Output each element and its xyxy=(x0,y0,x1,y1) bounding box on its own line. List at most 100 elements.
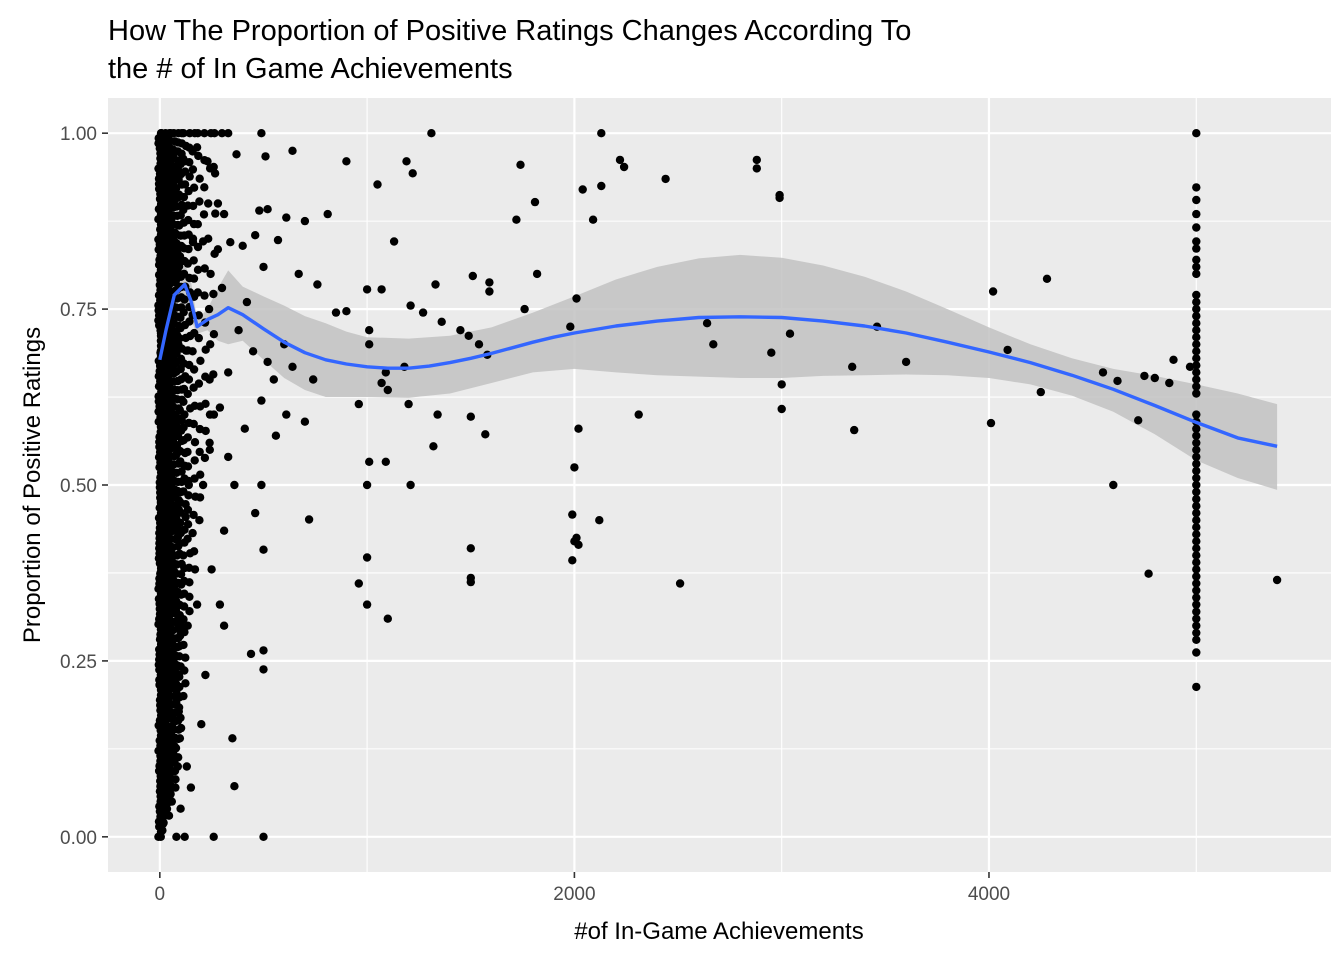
data-point xyxy=(568,556,577,565)
data-point xyxy=(171,783,180,792)
data-point xyxy=(188,234,198,243)
data-point xyxy=(215,403,225,412)
data-point xyxy=(261,152,270,161)
data-point xyxy=(377,285,386,294)
data-point xyxy=(259,646,268,655)
data-point xyxy=(342,157,351,166)
data-point xyxy=(1192,530,1201,539)
data-point xyxy=(179,640,188,650)
data-point xyxy=(1192,326,1201,335)
data-point xyxy=(615,155,625,165)
data-point xyxy=(1192,558,1201,567)
data-point xyxy=(176,804,185,813)
data-point xyxy=(184,480,193,490)
data-point xyxy=(619,162,629,172)
data-point xyxy=(485,278,494,287)
data-point xyxy=(179,615,188,624)
data-point xyxy=(1192,593,1201,602)
data-point xyxy=(597,181,606,191)
data-point xyxy=(1192,262,1201,272)
data-point xyxy=(1042,274,1052,283)
data-point xyxy=(1192,311,1201,321)
data-point xyxy=(1192,290,1201,300)
data-point xyxy=(179,192,189,202)
data-point xyxy=(190,456,199,465)
data-point xyxy=(204,234,213,243)
data-point xyxy=(402,157,411,166)
data-point xyxy=(259,832,268,841)
data-point xyxy=(200,183,209,192)
data-point xyxy=(210,129,219,138)
data-point xyxy=(1192,459,1201,469)
data-point xyxy=(209,832,218,841)
data-point xyxy=(201,670,210,680)
data-point xyxy=(404,399,413,409)
data-point xyxy=(193,288,202,297)
data-point xyxy=(180,832,189,841)
data-point xyxy=(1192,586,1201,595)
data-point xyxy=(184,244,193,254)
data-point xyxy=(215,600,225,609)
data-point xyxy=(183,505,193,514)
data-point xyxy=(1192,389,1201,398)
data-point xyxy=(188,165,198,174)
data-point xyxy=(230,480,239,490)
data-point xyxy=(205,445,214,454)
data-point xyxy=(437,317,446,326)
data-point xyxy=(365,340,374,349)
data-point xyxy=(1192,452,1201,462)
data-point xyxy=(354,579,363,588)
data-point xyxy=(179,691,188,701)
data-point xyxy=(175,334,184,343)
data-point xyxy=(207,565,216,574)
data-point xyxy=(1192,487,1201,497)
data-point xyxy=(181,679,190,688)
smooth-line-layer xyxy=(158,282,1278,448)
data-point xyxy=(257,129,266,138)
x-axis-ticks: 0 2000 4000 xyxy=(155,872,1010,905)
data-point xyxy=(1192,537,1201,546)
data-point xyxy=(200,264,209,273)
data-point xyxy=(1192,347,1201,356)
data-point xyxy=(986,418,996,428)
data-point xyxy=(185,607,194,616)
data-point xyxy=(1192,523,1201,532)
x-tick-label: 2000 xyxy=(553,884,595,905)
data-point xyxy=(381,457,390,466)
data-point xyxy=(192,143,202,152)
data-point xyxy=(1192,361,1201,370)
data-point xyxy=(263,205,272,214)
data-point xyxy=(209,330,219,339)
y-axis-title: Proportion of Positive Ratings xyxy=(19,327,46,643)
data-point xyxy=(1192,445,1201,454)
data-point xyxy=(217,129,227,138)
data-point xyxy=(1165,378,1174,388)
data-point xyxy=(224,129,233,138)
data-point xyxy=(188,201,198,211)
data-point xyxy=(201,426,210,436)
data-point xyxy=(195,516,204,525)
data-point xyxy=(1192,501,1201,511)
data-point xyxy=(188,528,197,538)
data-point xyxy=(1192,438,1201,447)
data-point xyxy=(1192,466,1201,476)
data-point xyxy=(530,197,540,207)
data-point xyxy=(294,269,303,279)
data-point xyxy=(988,287,998,296)
data-point xyxy=(200,129,209,138)
data-point xyxy=(189,547,199,556)
data-point xyxy=(201,399,210,408)
data-point xyxy=(785,329,795,338)
data-point xyxy=(1192,473,1201,483)
data-point xyxy=(634,410,643,419)
data-point xyxy=(702,319,712,328)
data-point xyxy=(179,551,188,560)
data-point xyxy=(259,665,268,674)
data-point xyxy=(189,510,198,520)
data-point xyxy=(213,199,223,208)
data-point xyxy=(1192,544,1201,553)
data-point xyxy=(365,326,374,335)
data-point xyxy=(431,280,440,289)
data-point xyxy=(228,734,237,743)
